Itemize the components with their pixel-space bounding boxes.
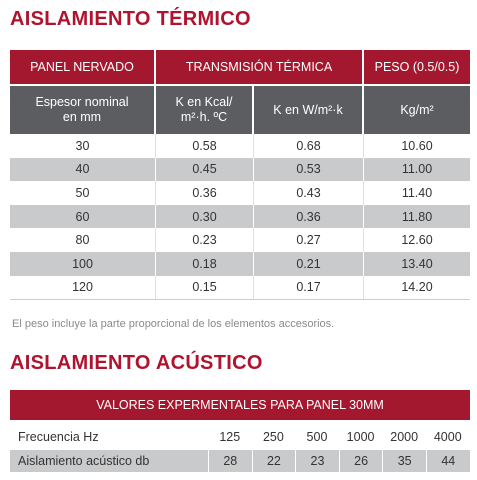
cell-k-w: 0.68 [254,134,364,158]
table-row: 120 0.15 0.17 14.20 [10,275,470,300]
cell-thickness: 100 [10,251,156,276]
table-row: 30 0.58 0.68 10.60 [10,134,470,158]
table-row: 50 0.36 0.43 11.40 [10,181,470,205]
cell-k-kcal: 0.58 [156,134,254,158]
cell-k-kcal: 0.45 [156,157,254,182]
weight-note: El peso incluye la parte proporcional de… [12,318,335,330]
cell-k-w: 0.21 [254,251,364,276]
thermal-header-row: PANEL NERVADO TRANSMISIÓN TÉRMICA PESO (… [10,50,470,84]
table-row: 100 0.18 0.21 13.40 [10,251,470,276]
cell-thickness: 40 [10,157,156,182]
insulation-row: Aislamiento acústico db 28 22 23 26 35 4… [10,450,470,472]
cell-weight: 11.40 [364,181,470,205]
cell-weight: 11.80 [364,204,470,229]
thermal-table: PANEL NERVADO TRANSMISIÓN TÉRMICA PESO (… [10,50,470,301]
cell-k-w: 0.53 [254,157,364,182]
insulation-value: 44 [425,450,470,472]
frequency-row: Frecuencia Hz 125 250 500 1000 2000 4000 [10,426,470,448]
subheader-k-kcal: K en Kcal/ m²·h. ºC [156,86,254,134]
cell-k-kcal: 0.23 [156,228,254,252]
cell-k-kcal: 0.36 [156,181,254,205]
insulation-value: 35 [382,450,426,472]
thermal-section-title: AISLAMIENTO TÉRMICO [10,8,251,30]
cell-weight: 10.60 [364,134,470,158]
acoustic-table: VALORES EXPERMENTALES PARA PANEL 30mm Fr… [10,390,470,472]
subheader-k-kcal-line1: K en Kcal/ [175,95,233,109]
cell-k-w: 0.43 [254,181,364,205]
cell-weight: 13.40 [364,251,470,276]
subheader-thickness-line1: Espesor nominal [35,95,129,109]
insulation-value: 22 [251,450,296,472]
acoustic-header: VALORES EXPERMENTALES PARA PANEL 30mm [10,390,470,420]
thermal-subheader-row: Espesor nominal en mm K en Kcal/ m²·h. º… [10,84,470,134]
cell-k-w: 0.27 [254,228,364,252]
cell-weight: 11.00 [364,157,470,182]
header-transmission: TRANSMISIÓN TÉRMICA [156,50,364,84]
cell-k-kcal: 0.30 [156,204,254,229]
insulation-label: Aislamiento acústico db [18,454,150,468]
table-row: 40 0.45 0.53 11.00 [10,157,470,182]
cell-weight: 14.20 [364,275,470,300]
insulation-value: 26 [338,450,383,472]
subheader-thickness-line2: en mm [62,110,102,124]
frequency-value: 2000 [390,430,419,444]
frequency-value: 125 [219,430,241,444]
cell-k-w: 0.36 [254,204,364,229]
table-row: 80 0.23 0.27 12.60 [10,228,470,252]
frequency-value: 1000 [346,430,375,444]
cell-thickness: 60 [10,204,156,229]
frequency-value: 4000 [433,430,462,444]
frequency-label: Frecuencia Hz [18,430,99,444]
insulation-value: 28 [208,450,252,472]
subheader-k-kcal-line2: m²·h. ºC [180,110,228,124]
cell-k-kcal: 0.15 [156,275,254,300]
insulation-value: 23 [295,450,339,472]
thermal-body: 30 0.58 0.68 10.60 40 0.45 0.53 11.00 50… [10,134,470,301]
cell-thickness: 80 [10,228,156,252]
subheader-thickness: Espesor nominal en mm [10,86,156,134]
cell-thickness: 50 [10,181,156,205]
cell-k-kcal: 0.18 [156,251,254,276]
cell-thickness: 120 [10,275,156,300]
subheader-k-w: K en W/m²·k [254,86,364,134]
frequency-value: 500 [306,430,328,444]
cell-thickness: 30 [10,134,156,158]
subheader-kg: Kg/m² [364,86,470,134]
table-row: 60 0.30 0.36 11.80 [10,204,470,229]
cell-k-w: 0.17 [254,275,364,300]
header-panel: PANEL NERVADO [10,50,156,84]
frequency-value: 250 [262,430,284,444]
cell-weight: 12.60 [364,228,470,252]
header-weight: PESO (0.5/0.5) [364,50,470,84]
acoustic-section-title: AISLAMIENTO ACÚSTICO [10,352,263,374]
